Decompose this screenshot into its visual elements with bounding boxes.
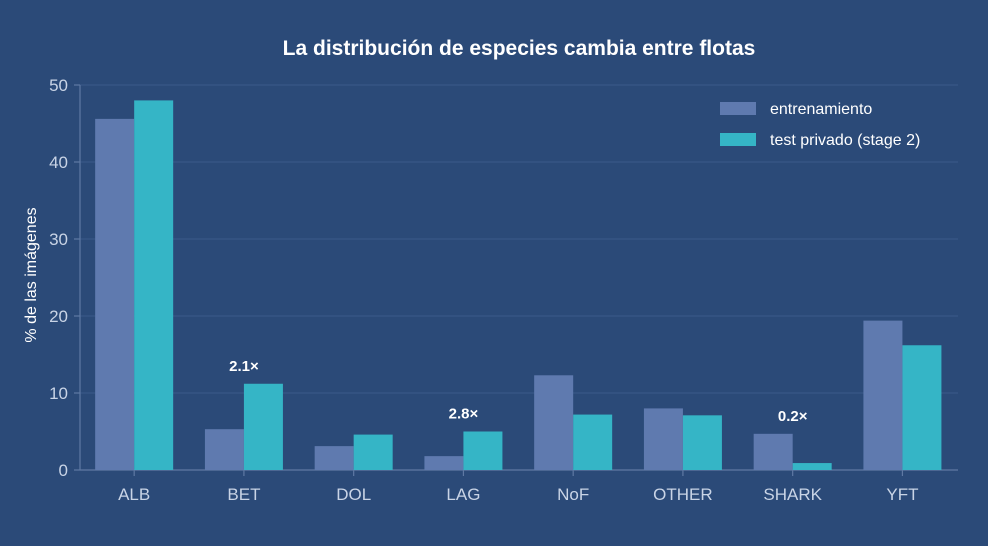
bar-nof-test-privado	[573, 414, 613, 470]
bar-dol-test-privado	[353, 434, 393, 470]
x-tick-label: BET	[227, 485, 260, 504]
legend-label: entrenamiento	[770, 101, 872, 118]
ratio-annotation: 2.8×	[449, 406, 479, 423]
ratio-annotation: 2.1×	[229, 358, 259, 375]
bar-bet-entrenamiento	[204, 429, 244, 470]
bar-yft-entrenamiento	[863, 320, 903, 470]
legend: entrenamiento test privado (stage 2)	[720, 101, 920, 149]
x-tick-label: ALB	[118, 485, 150, 504]
x-tick-label: OTHER	[653, 485, 713, 504]
bar-bet-test-privado	[243, 383, 283, 470]
bar-dol-entrenamiento	[314, 446, 354, 470]
x-tick-label: NoF	[557, 485, 589, 504]
legend-label: test privado (stage 2)	[770, 132, 920, 149]
x-tick-label: YFT	[886, 485, 918, 504]
bar-yft-test-privado	[902, 345, 942, 470]
bar-nof-entrenamiento	[534, 375, 574, 470]
bar-shark-entrenamiento	[753, 433, 793, 470]
bar-lag-test-privado	[463, 431, 503, 470]
y-tick-label: 50	[49, 76, 68, 95]
bars	[95, 100, 942, 471]
y-tick-label: 0	[59, 461, 68, 480]
legend-swatch	[720, 102, 756, 115]
x-tick-label: LAG	[446, 485, 480, 504]
bar-shark-test-privado	[792, 463, 832, 470]
bar-other-test-privado	[682, 415, 722, 470]
y-tick-label: 10	[49, 384, 68, 403]
bar-alb-test-privado	[134, 100, 174, 471]
bar-alb-entrenamiento	[95, 118, 135, 470]
bar-other-entrenamiento	[643, 408, 683, 470]
bar-lag-entrenamiento	[424, 456, 464, 470]
ratio-annotation: 0.2×	[778, 408, 808, 425]
y-tick-label: 20	[49, 307, 68, 326]
tick-labels: 0 10 20 30 40 50 ALB BET DOL LAG NoF OTHER SHARK YFT	[49, 76, 918, 504]
legend-swatch	[720, 133, 756, 146]
y-axis-label: % de las imágenes	[23, 207, 40, 342]
ratio-annotations: 2.1× 2.8× 0.2×	[229, 358, 808, 425]
y-tick-label: 40	[49, 153, 68, 172]
x-tick-label: DOL	[336, 485, 371, 504]
chart-title: La distribución de especies cambia entre…	[283, 37, 756, 60]
x-tick-label: SHARK	[763, 485, 822, 504]
y-tick-label: 30	[49, 230, 68, 249]
